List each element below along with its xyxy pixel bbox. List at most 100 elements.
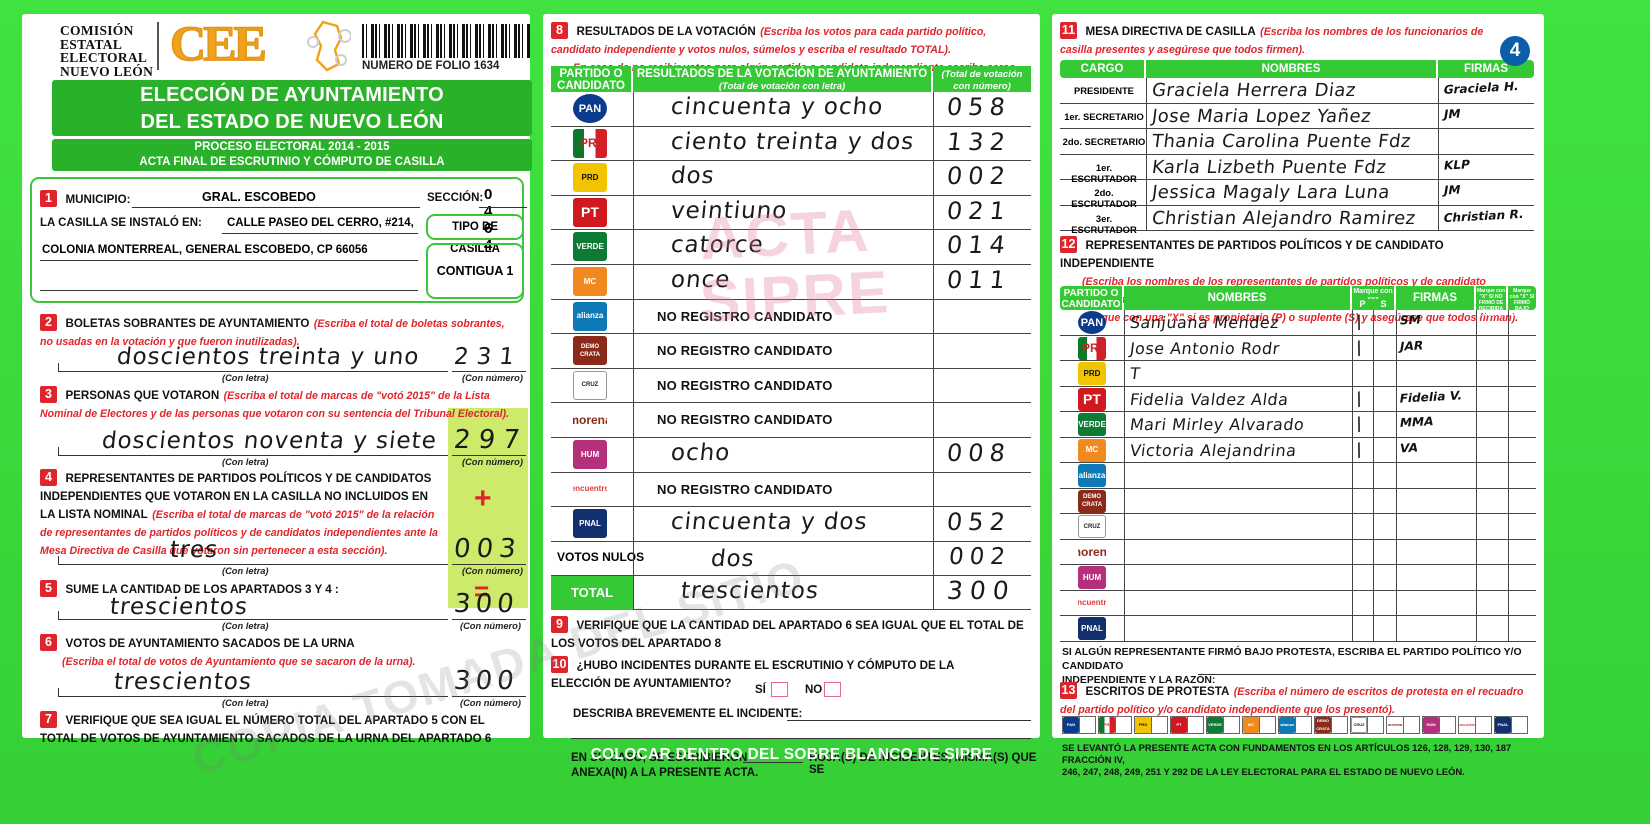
rep-divider-3: [1373, 590, 1374, 616]
si-checkbox[interactable]: [771, 682, 788, 697]
vote-letra: once: [669, 267, 732, 293]
protest-count-field[interactable]: [1223, 717, 1239, 733]
section-4-letra-line: [58, 564, 448, 565]
section-11-cargo-header: CARGO: [1060, 60, 1144, 78]
rep-row: PRI Jose Antonio Rodr / JAR: [1060, 335, 1536, 361]
protest-box-prd-logo[interactable]: PRD: [1134, 716, 1168, 734]
protest-count-field[interactable]: [1511, 717, 1527, 733]
rep-divider-6: [1508, 565, 1509, 591]
party-logo-cell: DEMO CRATA: [573, 336, 607, 366]
section-5-value-letra: trescientos: [108, 594, 250, 620]
election-subtitle: PROCESO ELECTORAL 2014 - 2015 ACTA FINAL…: [52, 139, 532, 171]
vote-row-divider-1: [633, 126, 634, 162]
protest-box-pnal-logo[interactable]: PNAL: [1494, 716, 1528, 734]
morena-logo: morena: [1387, 717, 1403, 733]
vote-numero: 002: [945, 162, 1013, 191]
protest-box-verde-logo[interactable]: VERDE: [1206, 716, 1240, 734]
vote-numero: 008: [945, 439, 1013, 467]
mesa-divider-1: [1146, 129, 1147, 155]
protest-count-field[interactable]: [1331, 717, 1347, 733]
rep-party-logo-cell: PRD: [1078, 362, 1106, 385]
protest-box-mc-logo[interactable]: MC: [1242, 716, 1276, 734]
party-logo-cell: CRUZ: [573, 370, 607, 400]
protest-box-alianza-logo[interactable]: alianza: [1278, 716, 1312, 734]
protest-count-field[interactable]: [1367, 717, 1383, 733]
section-4-number: 4: [40, 469, 57, 486]
protest-box-morena-logo[interactable]: morena: [1386, 716, 1420, 734]
vote-row-divider-2: [933, 368, 934, 404]
rep-divider-6: [1508, 361, 1509, 387]
protest-note-line2: INDEPENDIENTE Y LA RAZÓN:: [1062, 675, 1216, 686]
rep-divider-6: [1508, 335, 1509, 361]
protest-count-field[interactable]: [1187, 717, 1203, 733]
rep-row: PNAL: [1060, 616, 1536, 642]
alianza-logo: alianza: [1078, 464, 1106, 487]
rep-party-logo-cell: PT: [1078, 387, 1106, 411]
vote-row: PNAL cincuenta y dos 052: [551, 507, 1031, 542]
protest-reason-line[interactable]: [1198, 674, 1536, 675]
section-6-value-numero: 300: [452, 666, 521, 696]
humanista-logo: HUM: [573, 440, 607, 469]
rep-divider-6: [1508, 590, 1509, 616]
vote-row: morena NO REGISTRO CANDIDATO: [551, 403, 1031, 438]
mesa-row: 1er. ESCRUTADOR Karla Lizbeth Puente Fdz K…: [1060, 154, 1534, 184]
hojas-line3: ANEXA(N) A LA PRESENTE ACTA.: [571, 767, 759, 779]
hojas-line2: HOJA(S) DE INCIDENTES, MISMA(S) QUE SE: [809, 752, 1037, 776]
vote-row-divider-2: [933, 265, 934, 300]
no-registro-candidato: NO REGISTRO CANDIDATO: [657, 343, 833, 359]
page-badge: 4: [1500, 36, 1530, 66]
protest-box-humanista-logo[interactable]: HUM: [1422, 716, 1456, 734]
incident-line-1[interactable]: [787, 720, 1031, 721]
protest-count-field[interactable]: [1115, 717, 1131, 733]
mesa-divider-2: [1438, 154, 1439, 180]
protest-box-democrata-logo[interactable]: DEMO CRATA: [1314, 716, 1348, 734]
no-checkbox[interactable]: [824, 682, 841, 697]
election-title: ELECCIÓN DE AYUNTAMIENTO DEL ESTADO DE N…: [52, 80, 532, 136]
protest-count-field[interactable]: [1295, 717, 1311, 733]
rep-divider-3: [1373, 335, 1374, 361]
protest-box-pan-logo[interactable]: PAN: [1062, 716, 1096, 734]
vote-row: PT veintiuno 021: [551, 195, 1031, 231]
protest-count-field[interactable]: [1151, 717, 1167, 733]
vote-row-divider-2: [933, 126, 934, 162]
highlight-strip: [448, 408, 528, 608]
total-numero: 300: [945, 576, 1018, 605]
rep-party-logo-cell: PNAL: [1078, 617, 1106, 640]
protest-box-pt-logo[interactable]: PT: [1170, 716, 1204, 734]
rep-divider-6: [1508, 386, 1509, 412]
protest-count-field[interactable]: [1475, 717, 1491, 733]
encuentro-logo: encuentro: [1459, 717, 1475, 733]
rep-divider-2: [1352, 488, 1353, 514]
section-4-value-numero: 003: [452, 534, 524, 564]
prd-logo: PRD: [1135, 717, 1151, 733]
section-3-num-line: [452, 455, 526, 456]
rep-divider-1: [1124, 463, 1125, 489]
rep-divider-6: [1508, 310, 1509, 336]
section-9-number: 9: [551, 616, 568, 633]
section-2-con-letra: (Con letra): [222, 373, 269, 383]
protest-count-field[interactable]: [1259, 717, 1275, 733]
section-12-s-header: S: [1373, 299, 1394, 310]
section-13-number: 13: [1060, 682, 1077, 699]
rep-party-logo-cell: alianza: [1078, 464, 1106, 487]
rep-divider-1: [1124, 412, 1125, 438]
incident-line-2[interactable]: [571, 738, 1031, 739]
hojas-count-line[interactable]: [743, 762, 803, 763]
total-letra: trescientos: [679, 578, 821, 604]
protest-count-field[interactable]: [1403, 717, 1419, 733]
section-1-box: [30, 177, 524, 303]
protest-count-field[interactable]: [1439, 717, 1455, 733]
prd-logo: PRD: [1078, 362, 1106, 385]
vote-row-divider-1: [633, 195, 634, 231]
rep-divider-2: [1352, 590, 1353, 616]
protest-box-cruzada-logo[interactable]: CRUZ: [1350, 716, 1384, 734]
protest-note: SI ALGÚN REPRESENTANTE FIRMÓ BAJO PROTES…: [1062, 646, 1536, 688]
vote-row-divider-1: [633, 403, 634, 438]
rep-propietario-mark: /: [1352, 311, 1366, 334]
protest-box-pri-logo[interactable]: PRI: [1098, 716, 1132, 734]
protest-box-encuentro-logo[interactable]: encuentro: [1458, 716, 1492, 734]
tipo-casilla-box: TIPO DE CASILLA: [426, 214, 524, 255]
mesa-divider-2: [1438, 103, 1439, 129]
protest-count-field[interactable]: [1079, 717, 1095, 733]
rep-divider-2: [1352, 310, 1353, 336]
